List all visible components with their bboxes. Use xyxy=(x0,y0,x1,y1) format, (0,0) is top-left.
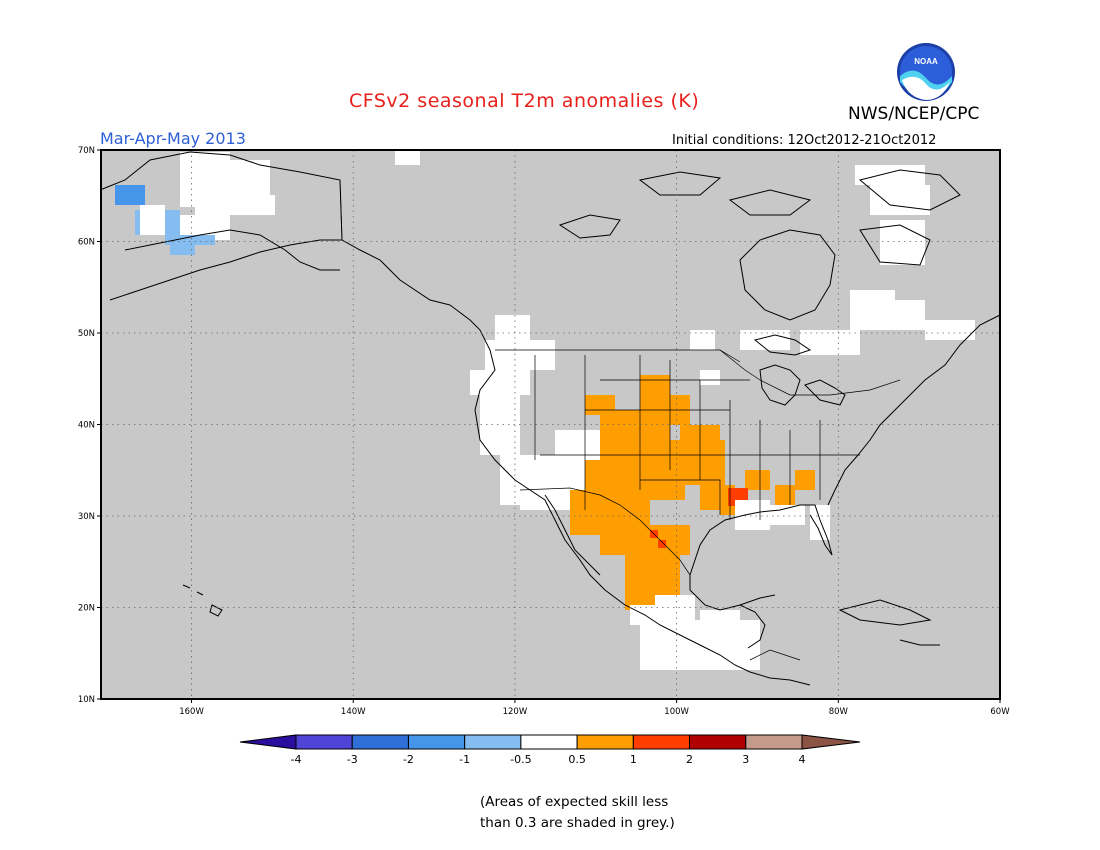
colorbar-tick-label: 3 xyxy=(742,753,750,766)
colorbar-segment xyxy=(407,734,466,750)
lat-label: 70N xyxy=(78,146,95,156)
anomaly-cell xyxy=(745,470,770,490)
anomaly-cell xyxy=(880,220,925,265)
anomaly-cell xyxy=(765,505,805,525)
colorbar-tick-label: 0.5 xyxy=(568,753,586,766)
colorbar xyxy=(239,734,861,750)
anomaly-cells xyxy=(115,150,975,670)
anomaly-cell xyxy=(870,185,930,215)
anomaly-cell xyxy=(690,330,715,350)
lat-label: 60N xyxy=(78,238,95,248)
colorbar-segment xyxy=(520,734,578,750)
anomaly-cell xyxy=(775,485,795,505)
anomaly-cell xyxy=(795,470,815,490)
colorbar-tick-label: -3 xyxy=(346,753,358,766)
anomaly-cell xyxy=(480,395,520,455)
graticule xyxy=(101,150,1000,699)
anomaly-cell xyxy=(115,185,145,205)
colorbar-tick-label: -2 xyxy=(402,753,414,766)
anomaly-cell xyxy=(735,500,770,530)
lat-label: 40N xyxy=(78,421,95,431)
skill-note-line-2: than 0.3 are shaded in grey.) xyxy=(480,815,675,831)
skill-note-line-1: (Areas of expected skill less xyxy=(480,794,669,810)
colorbar-tick-label: -0.5 xyxy=(510,753,532,766)
lat-label: 20N xyxy=(78,604,95,614)
season-label: Mar-Apr-May 2013 xyxy=(100,129,246,148)
colorbar-segment xyxy=(464,734,522,750)
chart-title: CFSv2 seasonal T2m anomalies (K) xyxy=(349,90,700,112)
skill-note: (Areas of expected skill less than 0.3 a… xyxy=(480,792,675,834)
colorbar-segment xyxy=(351,734,409,750)
initial-conditions-label: Initial conditions: 12Oct2012-21Oct2012 xyxy=(672,133,937,148)
anomaly-cell xyxy=(395,150,420,165)
anomaly-cell xyxy=(850,290,895,330)
colorbar-tick-label: 1 xyxy=(629,753,637,766)
colorbar-arrow-high xyxy=(801,734,861,750)
logo-text: NOAA xyxy=(914,57,938,66)
anomaly-cell xyxy=(895,300,925,330)
lat-label: 10N xyxy=(78,695,95,705)
anomaly-cell xyxy=(495,315,530,340)
anomaly-cell xyxy=(140,205,165,235)
anomaly-cell xyxy=(700,650,740,670)
anomaly-cell xyxy=(470,370,530,395)
anomaly-cell xyxy=(810,505,830,540)
lat-label: 30N xyxy=(78,512,95,522)
anomaly-cell xyxy=(180,152,230,207)
anomaly-cell xyxy=(575,505,605,535)
lon-label: 80W xyxy=(829,707,849,717)
colorbar-tick-label: -1 xyxy=(459,753,471,766)
latitude-labels: 70N 60N 50N 40N 30N 20N 10N xyxy=(78,146,101,705)
longitude-labels: 160W 140W 120W 100W 80W 60W xyxy=(179,699,1010,717)
anomaly-cell xyxy=(230,160,270,200)
lon-label: 60W xyxy=(990,707,1010,717)
agency-label: NWS/NCEP/CPC xyxy=(848,104,980,124)
map-background xyxy=(101,150,1000,699)
colorbar-tick-label: 2 xyxy=(686,753,694,766)
anomaly-cell xyxy=(855,165,925,185)
political-borders xyxy=(339,179,901,661)
noaa-logo-icon: NOAA xyxy=(897,43,955,101)
anomaly-cell xyxy=(180,215,220,235)
anomaly-cell xyxy=(485,340,555,370)
anomaly-cell xyxy=(658,540,666,548)
anomaly-cell xyxy=(600,525,690,555)
lon-label: 140W xyxy=(341,707,366,717)
anomaly-cell xyxy=(230,195,275,215)
colorbar-segment xyxy=(689,734,747,750)
lon-label: 160W xyxy=(179,707,204,717)
lat-label: 50N xyxy=(78,329,95,339)
colorbar-segment xyxy=(632,734,691,750)
colorbar-segment xyxy=(576,734,634,750)
lon-label: 120W xyxy=(503,707,528,717)
anomaly-cell xyxy=(585,395,615,415)
colorbar-tick-label: -4 xyxy=(290,753,302,766)
colorbar-arrow-low xyxy=(239,734,297,750)
anomaly-cell xyxy=(800,330,860,355)
lon-label: 100W xyxy=(664,707,689,717)
anomaly-cell xyxy=(700,370,720,385)
colorbar-segment xyxy=(295,734,353,750)
colorbar-segment xyxy=(745,734,803,750)
colorbar-tick-label: 4 xyxy=(798,753,806,766)
anomaly-cell xyxy=(925,320,975,340)
anomaly-cell xyxy=(740,330,790,350)
anomaly-cell xyxy=(170,240,195,255)
